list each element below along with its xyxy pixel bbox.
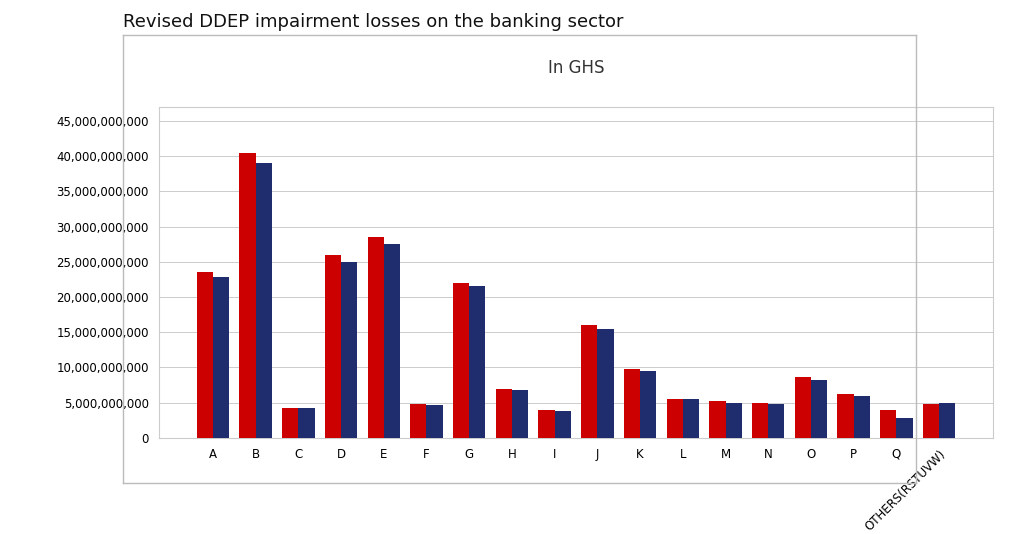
- Bar: [939, 403, 955, 438]
- Bar: [726, 403, 741, 438]
- Bar: [496, 389, 512, 438]
- Bar: [539, 410, 555, 438]
- Bar: [624, 369, 640, 438]
- Bar: [768, 404, 784, 438]
- Bar: [710, 401, 726, 438]
- Bar: [298, 409, 314, 438]
- Bar: [582, 325, 597, 438]
- Bar: [838, 394, 854, 438]
- Text: Revised DDEP impairment losses on the banking sector: Revised DDEP impairment losses on the ba…: [123, 13, 624, 32]
- Bar: [282, 409, 298, 438]
- Bar: [426, 405, 442, 438]
- Bar: [683, 399, 699, 438]
- Bar: [453, 283, 469, 438]
- Bar: [795, 376, 811, 438]
- Bar: [512, 390, 528, 438]
- Bar: [555, 411, 570, 438]
- Bar: [597, 329, 613, 438]
- Bar: [411, 404, 426, 438]
- Bar: [923, 404, 939, 438]
- Bar: [256, 163, 271, 438]
- Bar: [213, 277, 229, 438]
- Bar: [384, 244, 400, 438]
- Bar: [197, 272, 213, 438]
- Bar: [368, 237, 384, 438]
- Bar: [341, 262, 357, 438]
- Text: In GHS: In GHS: [548, 59, 604, 77]
- Bar: [881, 410, 896, 438]
- Bar: [240, 153, 256, 438]
- Bar: [896, 418, 912, 438]
- Bar: [811, 380, 827, 438]
- Bar: [854, 396, 870, 438]
- Bar: [469, 286, 485, 438]
- Bar: [667, 399, 683, 438]
- Bar: [752, 403, 768, 438]
- Bar: [325, 255, 341, 438]
- Bar: [640, 371, 656, 438]
